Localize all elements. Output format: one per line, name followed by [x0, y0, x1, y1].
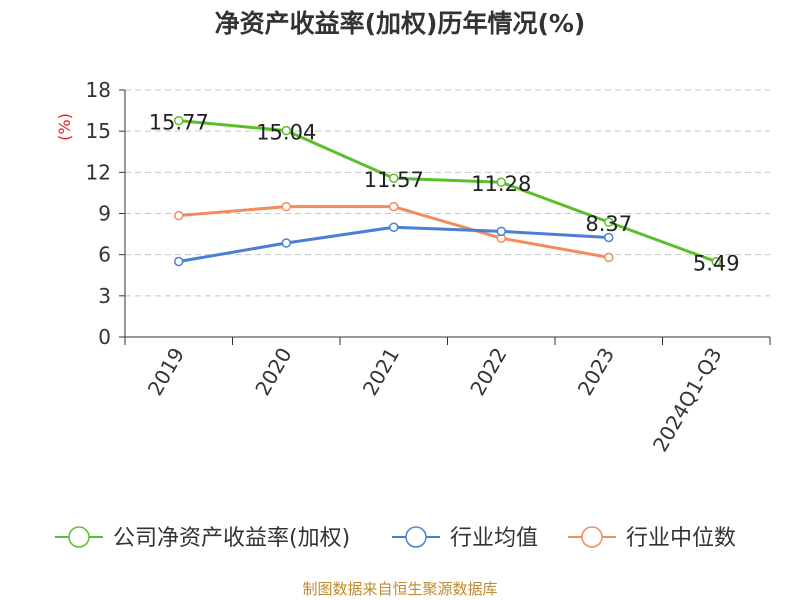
data-label: 8.37: [585, 212, 632, 236]
data-point[interactable]: [174, 115, 184, 126]
x-tick-label: 2021: [358, 344, 404, 400]
y-tick-label: 12: [86, 160, 111, 184]
data-point[interactable]: [496, 226, 506, 237]
x-tick-label: 2020: [250, 344, 296, 400]
y-tick-label: 6: [98, 243, 111, 267]
y-tick-label: 9: [98, 202, 111, 226]
data-label: 11.28: [471, 172, 531, 196]
legend-item[interactable]: 行业均值: [392, 526, 538, 551]
data-label: 5.49: [693, 252, 740, 276]
data-point[interactable]: [496, 177, 506, 187]
x-tick-label: 2022: [465, 344, 511, 400]
data-point[interactable]: [389, 222, 399, 232]
data-point[interactable]: [604, 252, 614, 263]
legend-swatch-marker: [581, 526, 603, 548]
data-point[interactable]: [174, 210, 184, 221]
series-layer: [174, 115, 721, 267]
data-point[interactable]: [604, 232, 614, 243]
x-tick-label: 2023: [573, 344, 619, 400]
legend-swatch-marker: [68, 526, 90, 548]
y-axis-label: (%): [55, 113, 74, 141]
legend[interactable]: 公司净资产收益率(加权) 行业均值 行业中位数: [55, 526, 736, 551]
legend-label: 行业中位数: [626, 526, 736, 551]
data-point[interactable]: [711, 256, 721, 267]
axes: 0 3 6 9 12 15 18 (%) 2019 2020 2021 2022 2023 2024Q1-…: [55, 78, 771, 456]
data-label: 15.04: [256, 121, 316, 145]
legend-swatch-marker: [405, 526, 427, 548]
y-tick-label: 0: [98, 325, 111, 349]
data-label: 11.57: [364, 168, 424, 192]
data-point[interactable]: [389, 201, 399, 212]
source-note: 制图数据来自恒生聚源数据库: [302, 580, 498, 598]
data-point[interactable]: [281, 238, 291, 248]
legend-label: 行业均值: [450, 526, 538, 551]
data-label: 15.77: [149, 111, 209, 135]
data-point[interactable]: [281, 125, 291, 136]
data-point[interactable]: [389, 173, 399, 183]
legend-item[interactable]: 行业中位数: [568, 526, 736, 551]
legend-item[interactable]: 公司净资产收益率(加权): [55, 526, 350, 551]
data-point[interactable]: [174, 256, 184, 267]
y-tick-label: 18: [86, 78, 111, 102]
x-tick-label: 2024Q1-Q3: [648, 344, 727, 456]
y-tick-label: 3: [98, 284, 111, 308]
grid-lines: [125, 89, 770, 297]
data-point[interactable]: [604, 217, 614, 227]
legend-label: 公司净资产收益率(加权): [113, 526, 350, 551]
y-tick-label: 15: [86, 119, 111, 143]
series-line: [178, 119, 717, 264]
x-tick-label: 2019: [143, 344, 189, 400]
data-point[interactable]: [281, 201, 291, 212]
chart-title: 净资产收益率(加权)历年情况(%): [214, 9, 586, 38]
data-labels: 15.77 15.04 11.57 11.28 8.37 5.49: [149, 111, 740, 276]
